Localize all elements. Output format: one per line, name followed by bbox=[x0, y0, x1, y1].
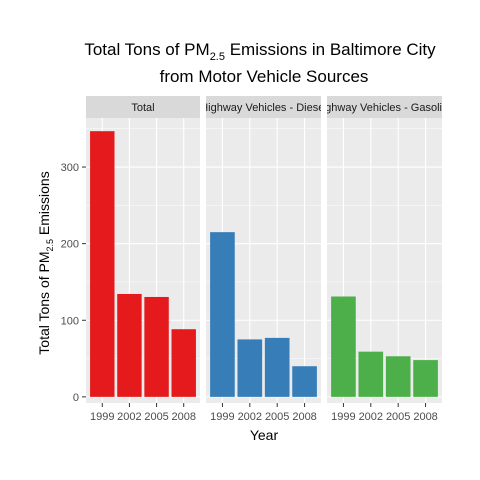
chart-title-pre: Total Tons of PM bbox=[84, 40, 209, 59]
chart-title-post: Emissions in Baltimore City bbox=[225, 40, 436, 59]
facet-panel-2: Highway Vehicles - Diesel 1999 2002 2005 200… bbox=[200, 96, 327, 423]
bar-2002 bbox=[117, 293, 142, 397]
x-tick-label: 2002 bbox=[359, 411, 383, 423]
bar-1999 bbox=[331, 296, 356, 397]
bar-1999 bbox=[90, 131, 115, 397]
x-tick-label: 2005 bbox=[144, 411, 168, 423]
y-tick-label: 300 bbox=[61, 162, 79, 174]
facet-panel-3: Highway Vehicles - Gasoline 1999 2002 2005 2… bbox=[315, 96, 454, 423]
x-tick-label: 2005 bbox=[386, 411, 410, 423]
y-tick-label: 100 bbox=[61, 315, 79, 327]
bar-2008 bbox=[171, 329, 196, 397]
x-tick-label: 2008 bbox=[413, 411, 437, 423]
facet-strip-label: Highway Vehicles - Diesel bbox=[200, 102, 327, 114]
x-tick-label: 2008 bbox=[292, 411, 316, 423]
facet-strip bbox=[327, 96, 442, 118]
bar-2005 bbox=[385, 356, 411, 397]
x-tick-label: 1999 bbox=[210, 411, 234, 423]
y-axis-title: Total Tons of PM2.5 Emissions bbox=[36, 171, 55, 354]
chart-title-line1: Total Tons of PM2.5 Emissions in Baltimo… bbox=[84, 40, 436, 63]
x-tick-label: 2008 bbox=[171, 411, 195, 423]
bar-2008 bbox=[413, 360, 438, 397]
bar-1999 bbox=[210, 232, 235, 397]
facet-strip bbox=[206, 96, 321, 118]
y-axis-title-subscript: 2.5 bbox=[45, 239, 55, 252]
bar-2005 bbox=[144, 296, 169, 397]
bar-2005 bbox=[264, 337, 290, 397]
chart-title-line2: from Motor Vehicle Sources bbox=[160, 67, 369, 86]
x-tick-label: 1999 bbox=[331, 411, 355, 423]
y-axis-title-pre: Total Tons of PM bbox=[36, 251, 52, 354]
x-axis-title: Year bbox=[250, 427, 279, 443]
x-tick-label: 2002 bbox=[238, 411, 262, 423]
y-axis: 0 100 200 300 bbox=[61, 162, 86, 404]
x-tick-label: 1999 bbox=[90, 411, 114, 423]
y-axis-title-post: Emissions bbox=[36, 171, 52, 239]
y-tick-label: 0 bbox=[73, 392, 79, 404]
bar-2008 bbox=[292, 366, 317, 397]
facet-strip bbox=[86, 96, 200, 118]
facet-panel-1: Total 1999 2002 2005 2008 bbox=[86, 96, 200, 423]
x-tick-label: 2002 bbox=[117, 411, 141, 423]
facet-strip-label: Highway Vehicles - Gasoline bbox=[315, 102, 454, 114]
x-tick-label: 2005 bbox=[265, 411, 289, 423]
facet-strip-label: Total bbox=[131, 102, 154, 114]
y-tick-label: 200 bbox=[61, 239, 79, 251]
chart-title-subscript: 2.5 bbox=[210, 51, 225, 63]
bar-2002 bbox=[358, 351, 384, 397]
bar-2002 bbox=[237, 339, 263, 397]
